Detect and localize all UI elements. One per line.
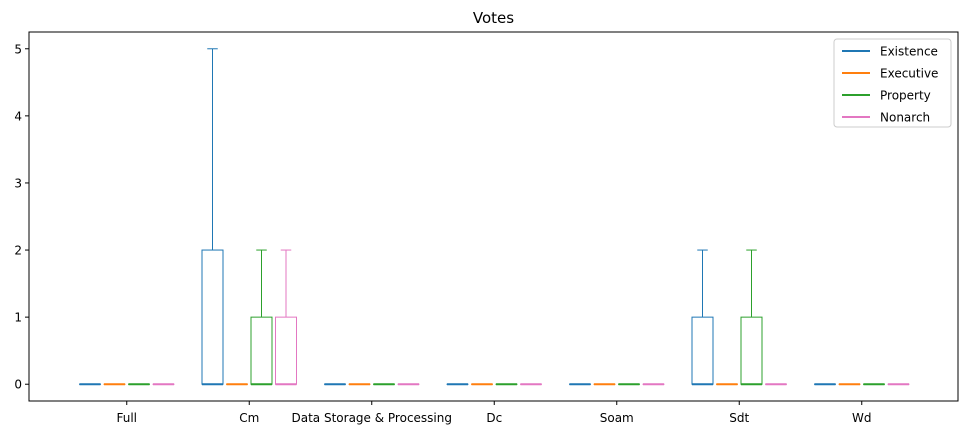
legend-entry-executive: Executive — [842, 67, 938, 81]
box-existence-5 — [691, 249, 714, 386]
y-tick-label: 4 — [14, 109, 22, 123]
box-property-1 — [250, 249, 273, 386]
box-body — [275, 316, 297, 385]
y-tick-label: 3 — [14, 176, 22, 190]
x-tick-label: Cm — [239, 411, 259, 425]
chart-title: Votes — [473, 9, 514, 27]
legend-label: Existence — [880, 45, 938, 59]
legend-frame — [833, 38, 952, 128]
plot-area — [79, 48, 910, 386]
box-property-5 — [740, 249, 763, 386]
legend-label: Nonarch — [880, 111, 930, 125]
y-tick-label: 1 — [14, 311, 22, 325]
box-body — [250, 316, 273, 385]
y-tick-label: 0 — [14, 378, 22, 392]
box-existence-1 — [201, 48, 224, 386]
legend: Existence Executive Property Nonarch — [833, 38, 952, 128]
legend-entry-nonarch: Nonarch — [842, 111, 930, 125]
x-tick-label: Dc — [486, 411, 502, 425]
legend-entry-existence: Existence — [842, 45, 938, 59]
plot-frame — [28, 31, 959, 402]
axes: 0 1 2 3 4 5 Full Cm Data Storage & Processing Dc S… — [14, 42, 871, 425]
y-tick-label: 5 — [14, 42, 22, 56]
x-tick-label: Data Storage & Processing — [292, 411, 452, 425]
box-nonarch-1 — [275, 249, 297, 386]
x-tick-label: Sdt — [729, 411, 749, 425]
x-tick-label: Soam — [600, 411, 634, 425]
x-tick-label: Wd — [852, 411, 871, 425]
y-tick-label: 2 — [14, 244, 22, 258]
legend-entry-property: Property — [842, 89, 931, 103]
box-body — [740, 316, 763, 385]
legend-label: Property — [880, 89, 931, 103]
x-tick-label: Full — [116, 411, 137, 425]
box-body — [691, 316, 714, 385]
legend-label: Executive — [880, 67, 938, 81]
box-body — [201, 249, 224, 385]
